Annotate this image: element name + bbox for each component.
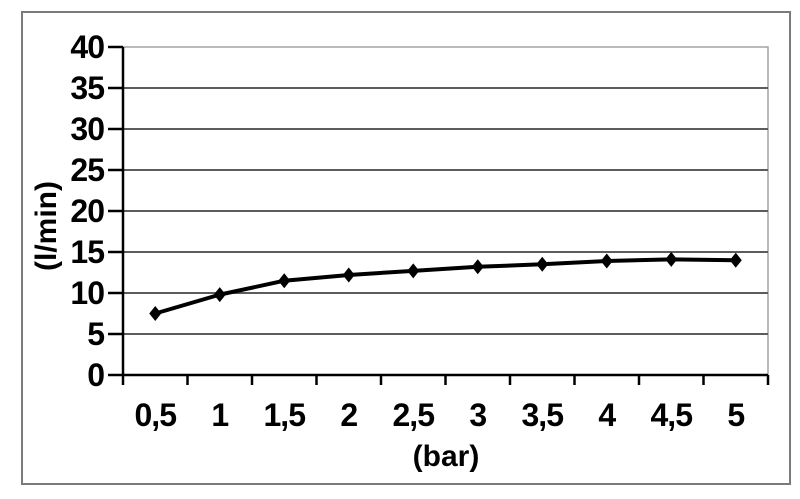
data-point-marker (407, 263, 420, 279)
data-point-marker (342, 267, 355, 283)
data-point-marker (600, 253, 613, 269)
data-point-marker (213, 287, 226, 303)
data-point-marker (471, 259, 484, 275)
data-point-marker (278, 273, 291, 289)
data-point-marker (536, 256, 549, 272)
data-point-marker (665, 251, 678, 267)
series-line-flow-rate-curve (153, 257, 738, 316)
data-point-marker (149, 306, 162, 321)
data-point-marker (729, 252, 742, 268)
